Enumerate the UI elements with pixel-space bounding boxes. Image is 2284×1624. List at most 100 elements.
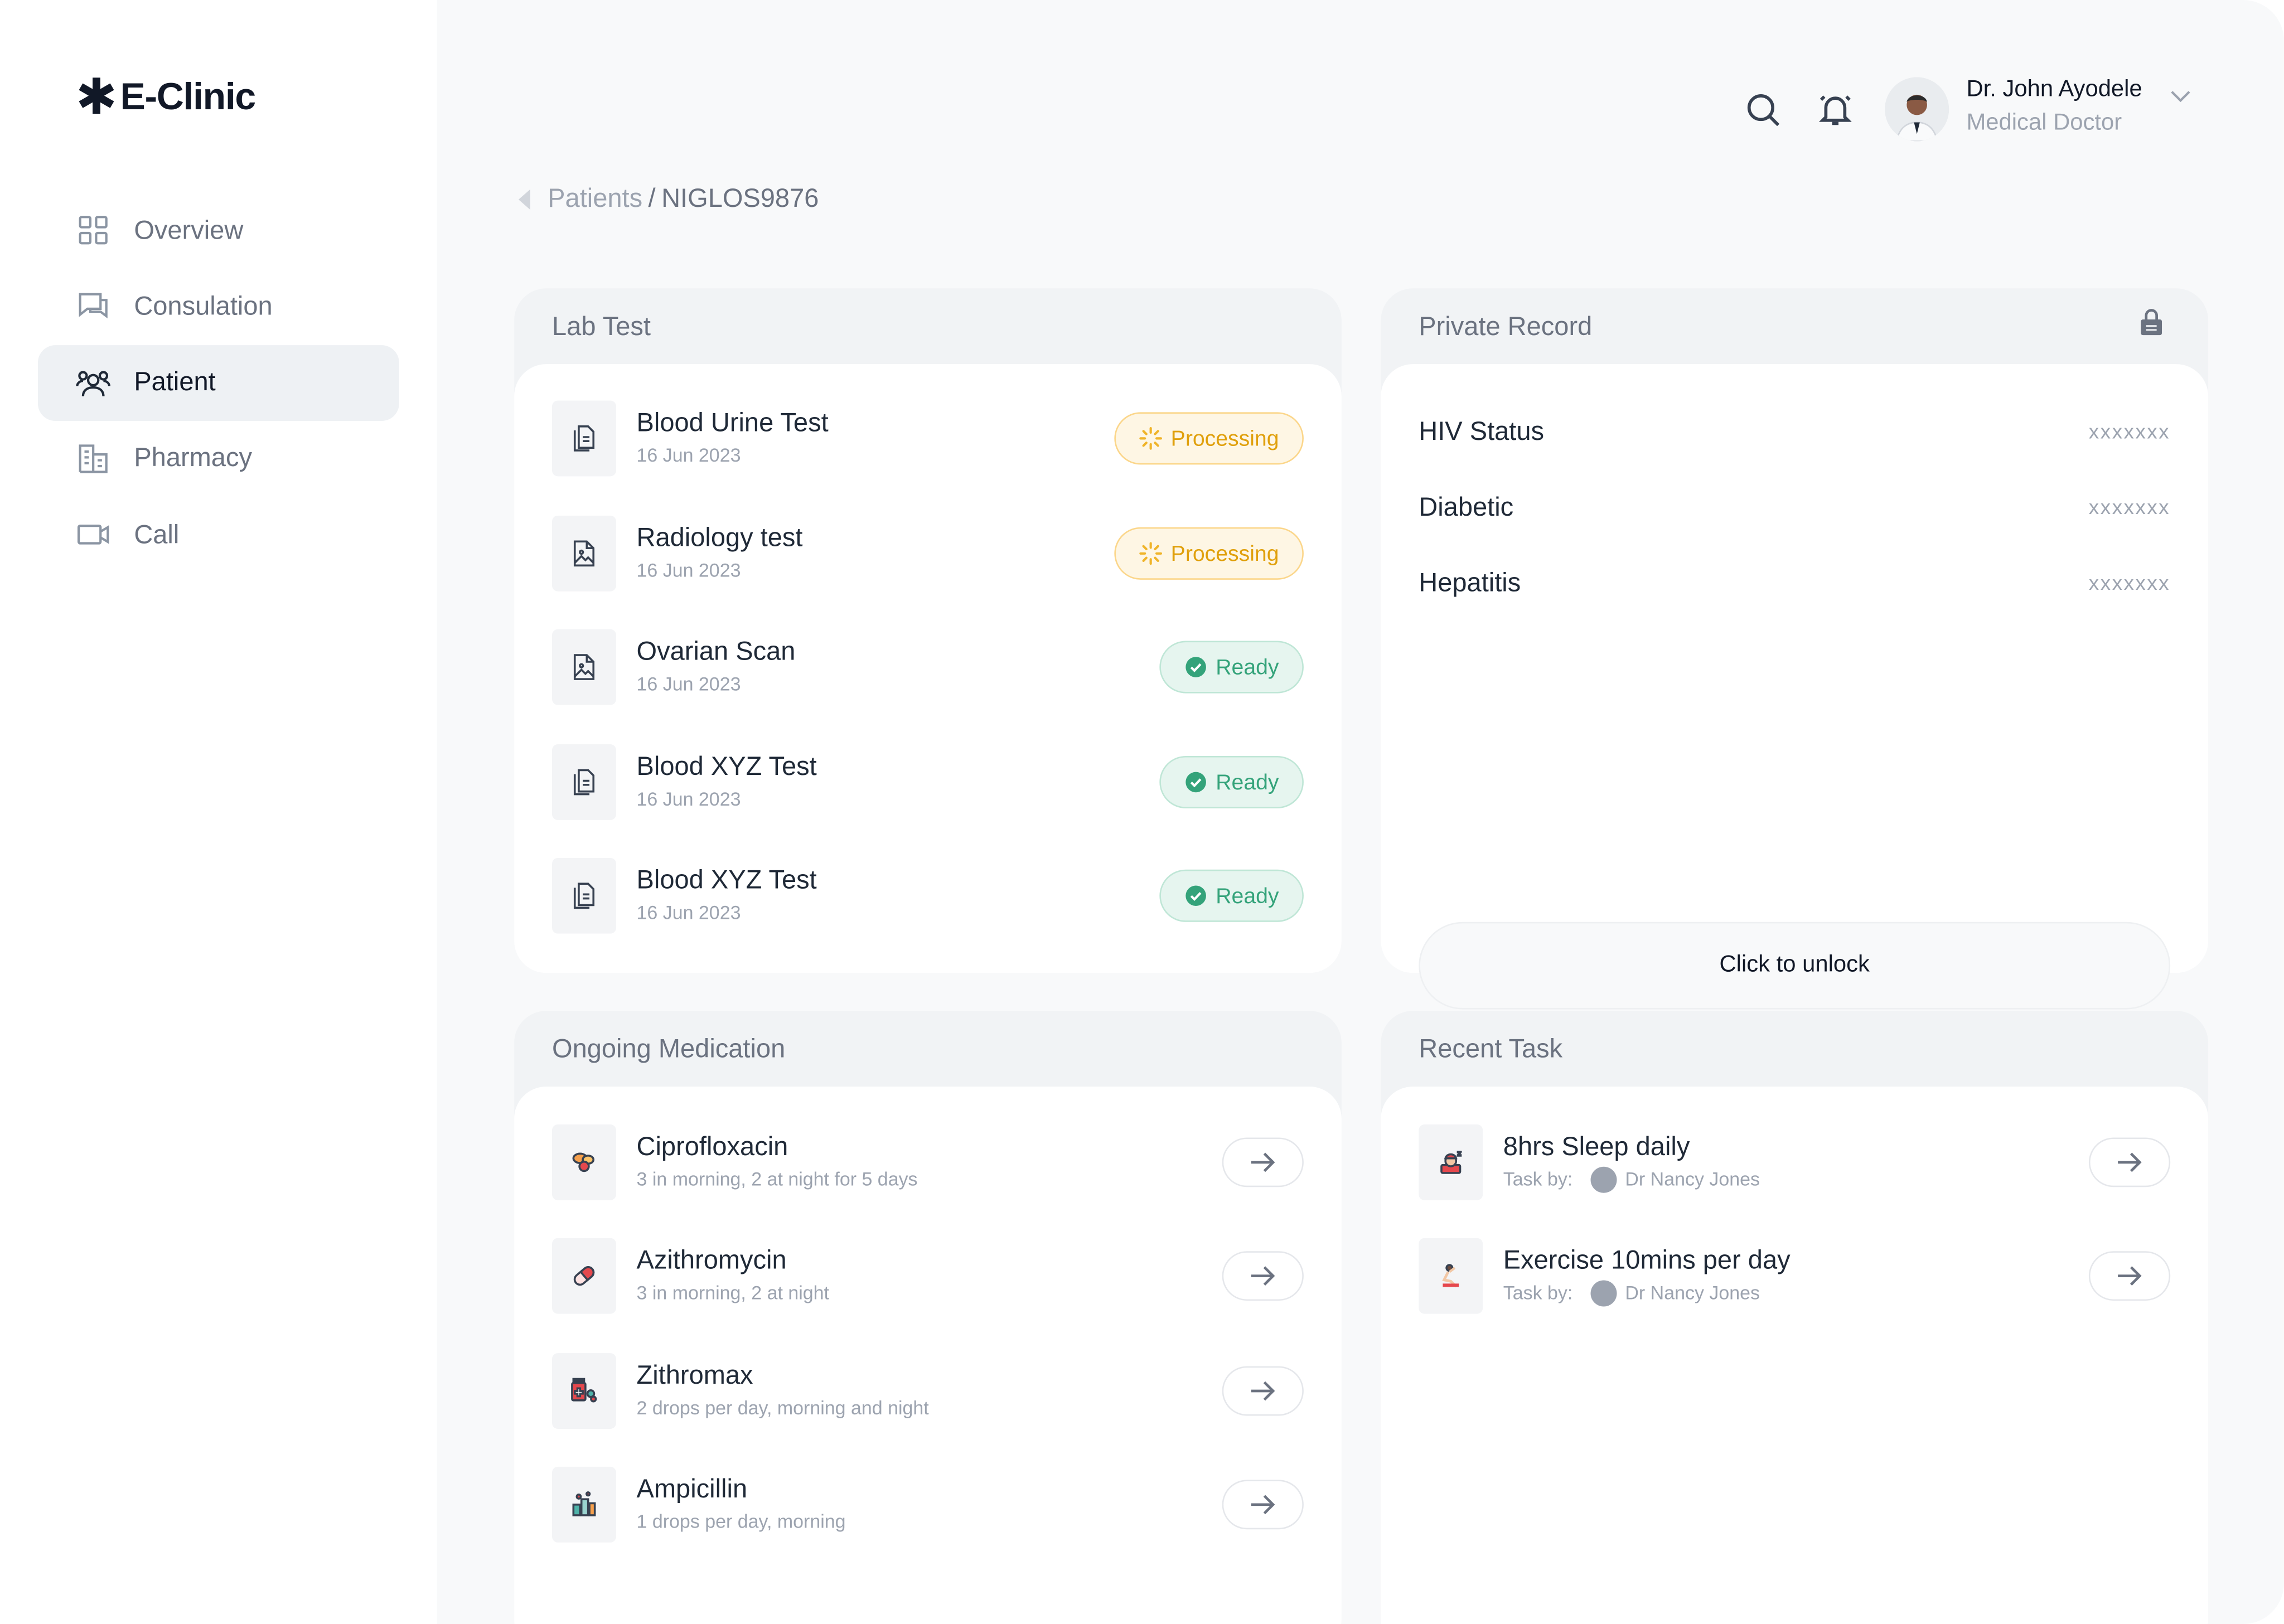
open-medication-button[interactable] — [1222, 1366, 1304, 1416]
sidebar-item-overview[interactable]: Overview — [38, 192, 399, 268]
medication-dosage: 1 drops per day, morning — [636, 1510, 846, 1533]
status-label: Processing — [1170, 426, 1279, 451]
bell-icon — [1818, 95, 1852, 125]
list-item[interactable]: z 8hrs Sleep daily Task by: Dr Nancy Jon… — [1419, 1123, 2171, 1201]
list-item[interactable]: Blood Urine Test 16 Jun 2023 Processing — [552, 399, 1304, 478]
list-item[interactable]: Zithromax 2 drops per day, morning and n… — [552, 1351, 1304, 1430]
open-medication-button[interactable] — [1222, 1251, 1304, 1301]
lab-test-card: Lab Test Blood Urine Test 16 Jun 2023 Pr… — [514, 288, 1342, 973]
lab-test-name: Ovarian Scan — [636, 636, 796, 666]
list-item[interactable]: Ciprofloxacin 3 in morning, 2 at night f… — [552, 1123, 1304, 1201]
avatar — [1590, 1166, 1617, 1193]
image-file-icon — [573, 654, 595, 680]
sidebar-item-label: Consulation — [134, 290, 273, 321]
record-row: HIV Status xxxxxxx — [1419, 409, 2170, 453]
sidebar-item-call[interactable]: Call — [38, 497, 399, 573]
open-medication-button[interactable] — [1222, 1137, 1304, 1187]
search-icon — [1747, 94, 1780, 127]
status-badge: Ready — [1159, 641, 1304, 694]
user-menu-toggle[interactable] — [2170, 85, 2191, 111]
logo[interactable]: ✱ E-Clinic — [75, 70, 256, 125]
document-icon — [573, 769, 595, 796]
lab-test-name: Radiology test — [636, 522, 803, 552]
sidebar-item-pharmacy[interactable]: Pharmacy — [38, 421, 399, 497]
avatar — [1885, 77, 1949, 142]
list-item[interactable]: Exercise 10mins per day Task by: Dr Nanc… — [1419, 1237, 2171, 1315]
card-title: Private Record — [1419, 312, 1593, 341]
avatar — [1590, 1280, 1617, 1307]
row-icon-box — [552, 400, 616, 477]
list-item[interactable]: Azithromycin 3 in morning, 2 at night — [552, 1237, 1304, 1315]
row-icon-box — [552, 1466, 616, 1543]
back-arrow-icon[interactable] — [518, 188, 530, 209]
sidebar-item-consulation[interactable]: Consulation — [38, 268, 399, 344]
breadcrumb-current: NIGLOS9876 — [661, 183, 819, 213]
task-list: z 8hrs Sleep daily Task by: Dr Nancy Jon… — [1381, 1086, 2209, 1624]
user-profile[interactable]: Dr. John Ayodele Medical Doctor — [1885, 76, 2142, 143]
sidebar-item-label: Patient — [134, 367, 216, 396]
sidebar-item-label: Pharmacy — [134, 443, 252, 473]
task-by-label: Task by: — [1503, 1282, 1573, 1304]
status-badge: Processing — [1114, 412, 1304, 465]
arrow-right-icon — [1251, 1381, 1275, 1401]
task-by-label: Task by: — [1503, 1168, 1573, 1190]
open-medication-button[interactable] — [1222, 1480, 1304, 1530]
medication-dosage: 2 drops per day, morning and night — [636, 1397, 929, 1419]
record-value-masked: xxxxxxx — [2088, 571, 2171, 594]
check-circle-icon — [1185, 885, 1206, 906]
record-row: Hepatitis xxxxxxx — [1419, 561, 2170, 604]
list-item[interactable]: Blood XYZ Test 16 Jun 2023 Ready — [552, 743, 1304, 821]
lab-test-date: 16 Jun 2023 — [636, 559, 741, 581]
task-name: 8hrs Sleep daily — [1503, 1131, 1690, 1161]
arrow-right-icon — [1251, 1495, 1275, 1515]
logo-asterisk-icon: ✱ — [75, 70, 118, 125]
private-record-card: Private Record HIV Status xxxxxxx Diabet… — [1381, 288, 2209, 1010]
lab-test-name: Blood XYZ Test — [636, 865, 817, 895]
open-task-button[interactable] — [2088, 1137, 2171, 1187]
row-icon-box — [552, 1124, 616, 1200]
lab-test-date: 16 Jun 2023 — [636, 444, 741, 467]
medication-dosage: 3 in morning, 2 at night — [636, 1282, 829, 1304]
row-icon-box — [552, 629, 616, 705]
medication-name: Azithromycin — [636, 1245, 787, 1275]
status-badge: Processing — [1114, 527, 1304, 580]
status-label: Ready — [1216, 655, 1279, 680]
record-label: HIV Status — [1419, 415, 1545, 445]
lab-test-list: Blood Urine Test 16 Jun 2023 Processing … — [514, 364, 1342, 973]
arrow-right-icon — [2118, 1152, 2142, 1172]
list-item[interactable]: Blood XYZ Test 16 Jun 2023 Ready — [552, 856, 1304, 935]
task-by-name: Dr Nancy Jones — [1625, 1282, 1760, 1304]
medication-name: Ampicillin — [636, 1473, 748, 1504]
breadcrumb: Patients / NIGLOS9876 — [518, 183, 819, 214]
document-icon — [573, 883, 595, 909]
card-title: Recent Task — [1419, 1034, 1563, 1064]
list-item[interactable]: Ampicillin 1 drops per day, morning — [552, 1465, 1304, 1544]
arrow-right-icon — [1251, 1152, 1275, 1172]
check-circle-icon — [1185, 772, 1206, 793]
lock-button[interactable] — [2138, 309, 2165, 345]
medicine-bottles-icon — [572, 1491, 596, 1516]
video-icon — [77, 525, 109, 545]
sidebar: ✱ E-Clinic Overview Consulation Patient … — [0, 0, 437, 1624]
card-title: Lab Test — [552, 312, 651, 341]
doctor-avatar-icon — [1885, 77, 1949, 142]
record-value-masked: xxxxxxx — [2088, 495, 2171, 519]
row-icon-box: z — [1419, 1124, 1483, 1200]
unlock-button[interactable]: Click to unlock — [1419, 922, 2171, 1010]
row-icon-box — [552, 1238, 616, 1314]
status-label: Ready — [1216, 883, 1279, 908]
lab-test-name: Blood XYZ Test — [636, 752, 817, 781]
open-task-button[interactable] — [2088, 1251, 2171, 1301]
breadcrumb-patients-link[interactable]: Patients — [548, 183, 643, 213]
svg-text:z: z — [1458, 1150, 1461, 1157]
check-circle-icon — [1185, 657, 1206, 677]
row-icon-box — [552, 1353, 616, 1429]
main-content: Dr. John Ayodele Medical Doctor Patients… — [437, 0, 2284, 1624]
sidebar-item-patient[interactable]: Patient — [37, 345, 399, 420]
list-item[interactable]: Radiology test 16 Jun 2023 Processing — [552, 514, 1304, 593]
list-item[interactable]: Ovarian Scan 16 Jun 2023 Ready — [552, 628, 1304, 706]
search-button[interactable] — [1744, 90, 1782, 128]
breadcrumb-separator: / — [648, 183, 656, 213]
notifications-button[interactable] — [1816, 90, 1854, 128]
lab-test-date: 16 Jun 2023 — [636, 788, 741, 810]
